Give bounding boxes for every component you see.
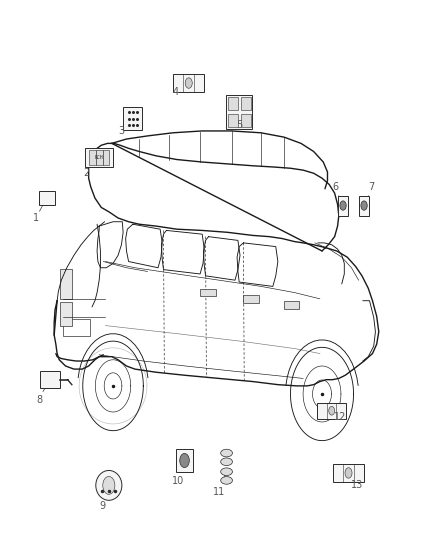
- Ellipse shape: [221, 458, 233, 465]
- Bar: [228, 115, 238, 127]
- Bar: [60, 269, 72, 299]
- Text: 5: 5: [236, 120, 242, 130]
- Bar: [173, 74, 205, 92]
- Text: 12: 12: [334, 412, 346, 422]
- Bar: [200, 289, 216, 296]
- Text: 7: 7: [368, 182, 374, 192]
- Text: 8: 8: [36, 395, 42, 405]
- Circle shape: [103, 477, 115, 494]
- Bar: [124, 107, 142, 131]
- Text: 6: 6: [333, 182, 339, 192]
- Bar: [176, 449, 193, 472]
- Ellipse shape: [221, 468, 233, 475]
- Text: 13: 13: [351, 480, 363, 490]
- Text: 4: 4: [173, 87, 179, 98]
- Bar: [228, 97, 238, 110]
- Text: 9: 9: [99, 501, 105, 511]
- Ellipse shape: [96, 471, 122, 500]
- Ellipse shape: [221, 477, 233, 484]
- Text: 10: 10: [172, 476, 184, 486]
- Text: RCH: RCH: [95, 155, 103, 160]
- Bar: [359, 196, 369, 215]
- Bar: [63, 319, 90, 336]
- Bar: [102, 150, 110, 165]
- Circle shape: [329, 406, 335, 415]
- Bar: [241, 115, 251, 127]
- Circle shape: [340, 201, 346, 210]
- Bar: [96, 150, 102, 165]
- Bar: [284, 301, 299, 309]
- Circle shape: [345, 468, 352, 478]
- Bar: [333, 464, 364, 482]
- Bar: [244, 295, 259, 303]
- Text: 2: 2: [83, 168, 90, 178]
- Bar: [85, 148, 113, 167]
- Bar: [241, 97, 251, 110]
- Circle shape: [180, 454, 189, 467]
- Text: 11: 11: [213, 487, 225, 497]
- Bar: [318, 403, 346, 418]
- Bar: [39, 191, 55, 205]
- Text: 3: 3: [118, 126, 124, 136]
- Text: 1: 1: [33, 213, 39, 223]
- Bar: [226, 95, 252, 130]
- Ellipse shape: [221, 449, 233, 457]
- Circle shape: [185, 78, 192, 88]
- Bar: [89, 150, 95, 165]
- Circle shape: [361, 201, 367, 210]
- Bar: [60, 302, 72, 326]
- Bar: [338, 196, 348, 215]
- Bar: [40, 371, 60, 389]
